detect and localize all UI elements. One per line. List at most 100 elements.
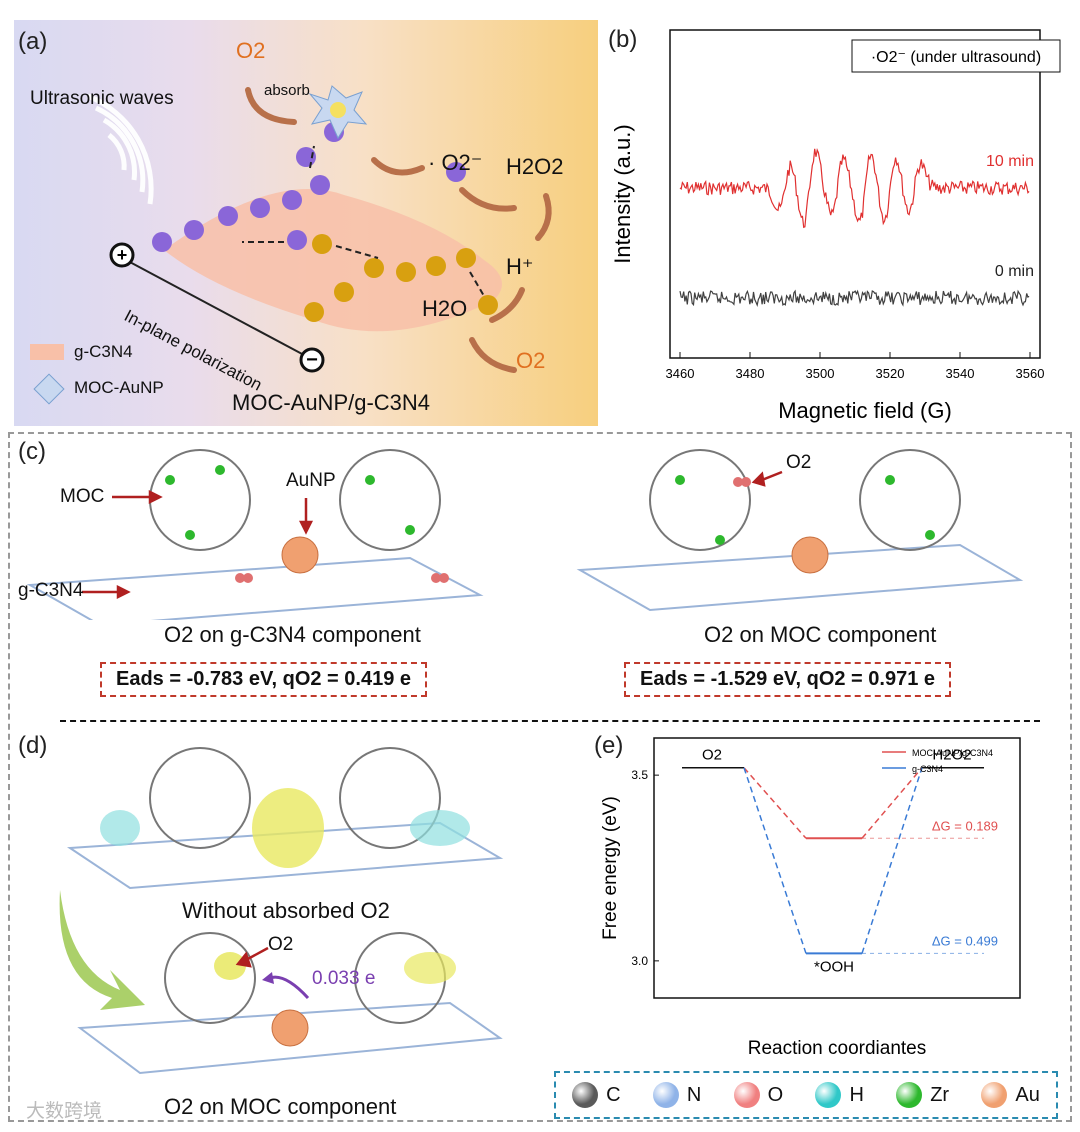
state-label-0: O2 [702,747,722,764]
y-tick-label: 3.0 [631,954,648,968]
h-plus-label: H⁺ [506,254,534,279]
atom-symbol: C [606,1083,621,1106]
free-energy-chart: 3.0 3.5 Free energy (eV) Reaction coordiant… [600,737,1021,1059]
panel-e-letter: (e) [594,732,624,759]
atom-ball-icon [896,1082,923,1108]
charge-density-au [252,788,324,868]
plot-frame [653,737,1021,999]
o2-molecules [235,477,751,583]
caption-c-right: O2 on MOC component [704,622,937,647]
atom-ball-icon [572,1082,599,1108]
atom-ball-icon [815,1082,842,1108]
panel-a-schematic: (a) + − [14,20,598,426]
y-axis-label: Intensity (a.u.) [610,124,635,263]
label-gcn: g-C3N4 [18,580,84,601]
caption-d-bottom: O2 on MOC component [164,1094,397,1119]
atom-symbol: N [686,1083,702,1106]
plus-pole-icon [109,242,135,268]
legend-gcn-label: g-C3N4 [74,342,133,361]
state-label-1: *OOH [814,958,854,975]
atom-symbol: Au [1015,1083,1040,1106]
legend-label-0: MOC-AuNP/g-C3N4 [912,748,993,758]
label-moc: MOC [60,486,105,507]
atom-legend: C N O H Zr Au [554,1071,1058,1119]
legend-moc-label: MOC-AuNP [74,378,164,397]
gcn-sheet [164,189,502,332]
moc-aunp-particle-icon [308,85,368,140]
legend-gcn-swatch [30,344,64,360]
x-tick-label: 3540 [946,366,975,381]
atom-ball-icon [981,1082,1008,1108]
h2o2-label: H2O2 [506,154,564,179]
plot-frame [669,29,1041,359]
watermark: 大数跨境 [26,1101,103,1122]
minus-pole-icon [299,347,325,373]
gcn-surface-left [26,556,484,620]
legend-label-1: g-C3N4 [912,764,943,774]
legend-atom-o: O [733,1082,784,1108]
ultrasonic-waves-icon [87,93,154,205]
o2-bottom-label: O2 [516,348,546,373]
x-tick-label: 3560 [1016,366,1045,381]
caption-d-top: Without absorbed O2 [182,898,390,923]
moc-cages [149,449,961,551]
section-divider [60,720,1040,722]
gcn-surface-right [576,543,1024,612]
label-o2-c: O2 [786,452,812,473]
atom-ball-icon [733,1082,760,1108]
y-tick-label: 3.5 [631,768,648,782]
green-arrow-icon [59,890,146,1010]
legend-box [851,39,1061,73]
series-line-0 [679,147,1030,229]
atom-ball-icon [652,1082,679,1108]
holes [304,234,498,322]
x-tick-label: 3480 [736,366,765,381]
charge-transfer-arrow [269,975,310,1000]
legend-atom-zr: Zr [896,1082,949,1108]
atom-symbol: Zr [930,1083,950,1106]
legend-atom-h: H [815,1082,864,1108]
connector-down-1 [743,767,807,954]
aunp-clusters [281,536,829,574]
x-tick-label: 3520 [876,366,905,381]
label-o2-d: O2 [268,934,294,955]
zr-atoms [165,465,935,545]
ultrasonic-label: Ultrasonic waves [30,88,174,109]
equation-right: Eads = -1.529 eV, qO2 = 0.971 e [624,662,952,697]
connector-up-1 [861,767,923,954]
charge-density-o2 [214,952,246,980]
state-label-2: H2O2 [932,747,971,764]
panel-c-letter: (c) [18,438,46,465]
x-axis-label: Reaction coordiantes [748,1038,927,1059]
legend-atom-c: C [572,1082,621,1108]
x-axis-label: Magnetic field (G) [778,398,952,423]
superoxide-label: · O2⁻ [428,150,483,175]
connector-down-0 [743,767,807,839]
series-label-1: 0 min [995,263,1034,280]
panel-a-caption: MOC-AuNP/g-C3N4 [232,390,431,415]
equation-left: Eads = -0.783 eV, qO2 = 0.419 e [100,662,428,697]
label-aunp: AuNP [286,470,336,491]
panel-c-structures [26,449,1024,620]
legend-text: ·O2⁻ (under ultrasound) [871,49,1041,66]
legend-atom-n: N [652,1082,702,1108]
epr-chart: 3460 3480 3500 3520 3540 3560 Magnetic field (… [610,29,1061,423]
svg-text:+: + [117,245,128,265]
atom-symbol: O [767,1083,784,1106]
panels-cde-frame [8,432,1072,1122]
panel-d-letter: (d) [18,732,48,759]
polarization-line [125,259,305,356]
series-label-0: 10 min [986,153,1034,170]
panel-a-drawing: + − [87,85,552,373]
absorb-label: absorb [264,82,310,99]
dG-label-0: ΔG = 0.189 [932,818,998,833]
panel-a-letter: (a) [18,28,48,55]
atom-symbol: H [849,1083,864,1106]
h2o-label: H2O [422,296,468,321]
panel-d-structures [66,747,504,1075]
legend-atom-au: Au [981,1082,1040,1108]
o2-top-label: O2 [236,38,266,63]
connector-up-0 [861,767,923,839]
x-tick-label: 3460 [666,366,695,381]
panel-b-letter: (b) [608,26,638,53]
